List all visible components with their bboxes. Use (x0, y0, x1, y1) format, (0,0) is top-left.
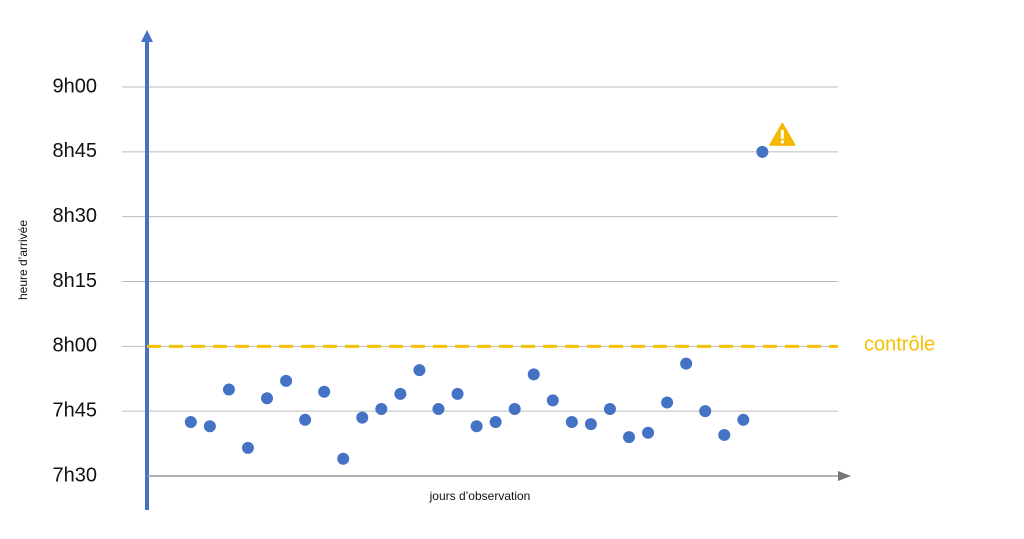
x-axis-label: jours d’observation (429, 489, 531, 503)
warning-icon-bar (780, 129, 784, 139)
point (470, 420, 483, 433)
warning-icon-dot (780, 140, 784, 144)
point (489, 415, 502, 428)
point (546, 394, 559, 407)
point (527, 368, 540, 381)
point (432, 403, 445, 416)
point (508, 403, 521, 416)
y-tick-label: 8h30 (53, 205, 98, 227)
y-tick-label: 8h15 (53, 270, 98, 292)
point (737, 413, 750, 426)
point (203, 420, 216, 433)
point (603, 403, 616, 416)
point (680, 357, 693, 370)
point (642, 426, 655, 439)
y-axis-label: heure d’arrivée (16, 220, 30, 300)
point (756, 145, 769, 158)
point (241, 441, 254, 454)
point (623, 431, 636, 444)
point (356, 411, 369, 424)
point (299, 413, 312, 426)
point (280, 374, 293, 387)
point (565, 415, 578, 428)
y-tick-label: 8h45 (53, 140, 98, 162)
control-label: contrôle (864, 334, 935, 356)
point (394, 387, 407, 400)
point (718, 428, 731, 441)
point (318, 385, 331, 398)
point (584, 418, 597, 431)
point (375, 403, 388, 416)
point (451, 387, 464, 400)
point (261, 392, 274, 405)
point (184, 415, 197, 428)
point (337, 452, 350, 465)
point (413, 364, 426, 377)
point (222, 383, 235, 396)
y-tick-label: 9h00 (53, 75, 98, 97)
point (699, 405, 712, 418)
point (661, 396, 674, 409)
y-tick-label: 7h30 (53, 464, 98, 486)
y-tick-label: 7h45 (53, 399, 98, 421)
y-axis-arrow (141, 30, 153, 42)
y-tick-label: 8h00 (53, 335, 98, 357)
x-axis-arrow (838, 471, 851, 481)
